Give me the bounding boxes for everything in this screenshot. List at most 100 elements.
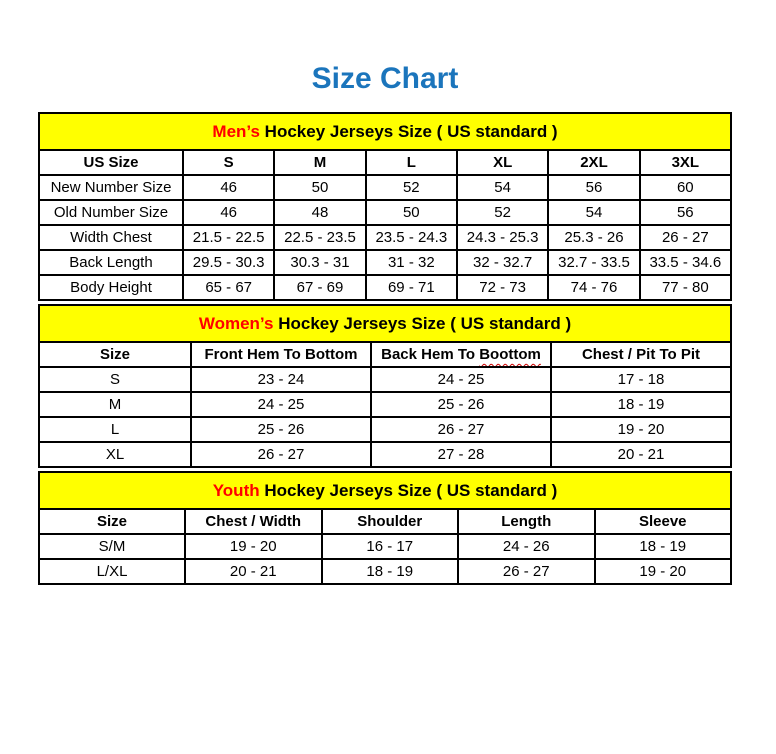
table-cell: 19 - 20 — [184, 533, 323, 560]
row-label: Old Number Size — [38, 199, 184, 226]
table-cell: 17 - 18 — [550, 366, 732, 393]
table-cell: 50 — [273, 174, 367, 201]
size-chart-tables: Men’s Hockey Jerseys Size ( US standard … — [38, 112, 733, 585]
table-cell: 20 - 21 — [184, 558, 323, 585]
table-cell: 32 - 32.7 — [455, 249, 550, 276]
row-label: Body Height — [38, 274, 184, 301]
youth-table-body: S/M 19 - 20 16 - 17 24 - 26 18 - 19 L/XL 20 - … — [38, 533, 732, 585]
table-row: Width Chest 21.5 - 22.5 22.5 - 23.5 23.5 - … — [38, 224, 733, 251]
mens-size-table: Men’s Hockey Jerseys Size ( US standard … — [38, 112, 733, 301]
row-label: L/XL — [38, 558, 186, 585]
column-header: M — [273, 149, 367, 176]
womens-column-header-row: Size Front Hem To Bottom Back Hem To Boott… — [38, 341, 732, 368]
table-cell: 26 - 27 — [457, 558, 596, 585]
table-cell: 31 - 32 — [364, 249, 458, 276]
table-cell: 23 - 24 — [190, 366, 372, 393]
row-label: M — [38, 391, 192, 418]
table-cell: 26 - 27 — [638, 224, 733, 251]
row-label: Back Length — [38, 249, 184, 276]
womens-title-band: Women’s Hockey Jerseys Size ( US standar… — [38, 304, 732, 343]
table-row: XL 26 - 27 27 - 28 20 - 21 — [38, 441, 732, 468]
table-cell: 16 - 17 — [320, 533, 459, 560]
table-cell: 54 — [455, 174, 550, 201]
column-header: Size — [38, 341, 192, 368]
table-cell: 24 - 25 — [190, 391, 372, 418]
row-label: S/M — [38, 533, 186, 560]
column-header: XL — [455, 149, 550, 176]
table-cell: 19 - 20 — [550, 416, 732, 443]
table-cell: 18 - 19 — [593, 533, 732, 560]
womens-size-table: Women’s Hockey Jerseys Size ( US standar… — [38, 304, 732, 468]
table-row: Body Height 65 - 67 67 - 69 69 - 71 72 - 73 7… — [38, 274, 733, 301]
column-header: Sleeve — [593, 508, 732, 535]
table-cell: 56 — [638, 199, 733, 226]
mens-table-body: New Number Size 46 50 52 54 56 60 Old Number Si… — [38, 174, 733, 301]
column-header: S — [181, 149, 276, 176]
table-cell: 27 - 28 — [370, 441, 552, 468]
mens-title-rest: Hockey Jerseys Size ( US standard ) — [259, 121, 558, 141]
table-cell: 30.3 - 31 — [273, 249, 367, 276]
column-header: 2XL — [547, 149, 641, 176]
column-header: L — [364, 149, 458, 176]
mens-title-accent: Men’s — [212, 121, 260, 141]
row-label: L — [38, 416, 192, 443]
table-cell: 25 - 26 — [190, 416, 372, 443]
table-cell: 22.5 - 23.5 — [273, 224, 367, 251]
table-cell: 56 — [547, 174, 641, 201]
table-cell: 21.5 - 22.5 — [181, 224, 276, 251]
table-cell: 26 - 27 — [190, 441, 372, 468]
column-header: 3XL — [638, 149, 733, 176]
row-label: S — [38, 366, 192, 393]
table-cell: 25.3 - 26 — [547, 224, 641, 251]
misspelled-word: Boottom — [479, 346, 541, 363]
table-cell: 33.5 - 34.6 — [638, 249, 733, 276]
table-cell: 19 - 20 — [593, 558, 732, 585]
table-cell: 24 - 25 — [370, 366, 552, 393]
table-cell: 50 — [364, 199, 458, 226]
column-header: Size — [38, 508, 186, 535]
youth-title-band: Youth Hockey Jerseys Size ( US standard … — [38, 471, 732, 510]
table-cell: 46 — [181, 199, 276, 226]
column-header: Length — [457, 508, 596, 535]
youth-title-cell: Youth Hockey Jerseys Size ( US standard … — [38, 471, 732, 510]
table-row: Old Number Size 46 48 50 52 54 56 — [38, 199, 733, 226]
table-cell: 29.5 - 30.3 — [181, 249, 276, 276]
youth-title-accent: Youth — [212, 480, 260, 500]
column-header: Front Hem To Bottom — [190, 341, 372, 368]
table-cell: 18 - 19 — [320, 558, 459, 585]
column-header: US Size — [38, 149, 184, 176]
table-cell: 67 - 69 — [273, 274, 367, 301]
youth-column-header-row: Size Chest / Width Shoulder Length Sleeve — [38, 508, 732, 535]
youth-title-rest: Hockey Jerseys Size ( US standard ) — [259, 480, 558, 500]
table-cell: 52 — [455, 199, 550, 226]
youth-size-table: Youth Hockey Jerseys Size ( US standard … — [38, 471, 732, 585]
table-cell: 24 - 26 — [457, 533, 596, 560]
table-row: M 24 - 25 25 - 26 18 - 19 — [38, 391, 732, 418]
table-row: New Number Size 46 50 52 54 56 60 — [38, 174, 733, 201]
womens-title-rest: Hockey Jerseys Size ( US standard ) — [273, 313, 572, 333]
column-header: Chest / Pit To Pit — [550, 341, 732, 368]
table-cell: 23.5 - 24.3 — [364, 224, 458, 251]
womens-title-accent: Women’s — [198, 313, 274, 333]
table-cell: 52 — [364, 174, 458, 201]
mens-title-cell: Men’s Hockey Jerseys Size ( US standard … — [38, 112, 732, 151]
table-cell: 72 - 73 — [455, 274, 550, 301]
table-cell: 65 - 67 — [181, 274, 276, 301]
column-header: Shoulder — [320, 508, 459, 535]
table-cell: 20 - 21 — [550, 441, 732, 468]
row-label: New Number Size — [38, 174, 184, 201]
table-cell: 74 - 76 — [547, 274, 641, 301]
table-cell: 24.3 - 25.3 — [455, 224, 550, 251]
table-row: S 23 - 24 24 - 25 17 - 18 — [38, 366, 732, 393]
row-label: Width Chest — [38, 224, 184, 251]
table-cell: 54 — [547, 199, 641, 226]
womens-title-cell: Women’s Hockey Jerseys Size ( US standar… — [38, 304, 732, 343]
mens-column-header-row: US Size S M L XL 2XL 3XL — [38, 149, 733, 176]
mens-title-band: Men’s Hockey Jerseys Size ( US standard … — [38, 112, 732, 151]
table-cell: 18 - 19 — [550, 391, 732, 418]
table-row: L/XL 20 - 21 18 - 19 26 - 27 19 - 20 — [38, 558, 732, 585]
womens-table-body: S 23 - 24 24 - 25 17 - 18 M 24 - 25 25 - 26 18 … — [38, 366, 732, 468]
table-cell: 48 — [273, 199, 367, 226]
page-title: Size Chart — [311, 62, 459, 95]
table-cell: 26 - 27 — [370, 416, 552, 443]
